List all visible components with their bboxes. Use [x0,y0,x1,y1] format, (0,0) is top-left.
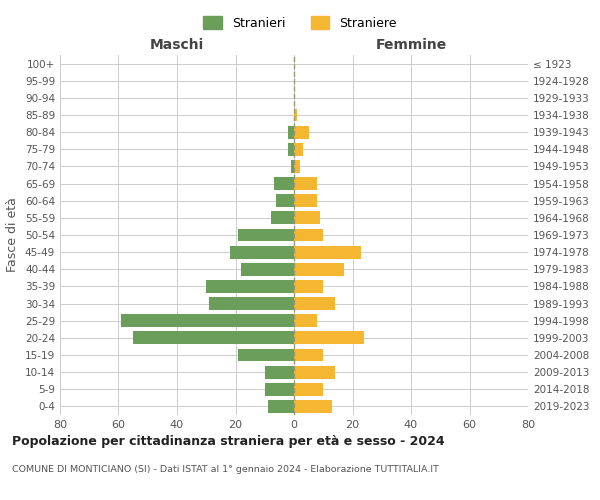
Bar [121,314,294,327]
Bar [294,212,320,224]
Bar [294,332,364,344]
Bar [238,348,294,362]
Bar [238,228,294,241]
Bar [294,177,317,190]
Text: Popolazione per cittadinanza straniera per età e sesso - 2024: Popolazione per cittadinanza straniera p… [12,435,445,448]
Bar [294,108,297,122]
Y-axis label: Fasce di età: Fasce di età [7,198,19,272]
Bar [294,348,323,362]
Bar [206,280,294,293]
Bar [294,263,344,276]
Text: Maschi: Maschi [150,38,204,52]
Bar [265,383,294,396]
Text: COMUNE DI MONTICIANO (SI) - Dati ISTAT al 1° gennaio 2024 - Elaborazione TUTTITA: COMUNE DI MONTICIANO (SI) - Dati ISTAT a… [12,465,439,474]
Bar [294,280,323,293]
Bar [268,400,294,413]
Bar [294,194,317,207]
Bar [294,366,335,378]
Bar [277,194,294,207]
Bar [241,263,294,276]
Bar [294,400,332,413]
Bar [230,246,294,258]
Bar [294,160,300,173]
Text: Femmine: Femmine [376,38,446,52]
Bar [294,297,335,310]
Bar [271,212,294,224]
Bar [294,246,361,258]
Bar [294,314,317,327]
Bar [294,383,323,396]
Bar [294,228,323,241]
Bar [294,143,303,156]
Bar [294,126,308,138]
Bar [274,177,294,190]
Bar [288,143,294,156]
Bar [291,160,294,173]
Legend: Stranieri, Straniere: Stranieri, Straniere [198,11,402,35]
Bar [133,332,294,344]
Y-axis label: Anni di nascita: Anni di nascita [598,188,600,281]
Bar [288,126,294,138]
Bar [209,297,294,310]
Bar [265,366,294,378]
